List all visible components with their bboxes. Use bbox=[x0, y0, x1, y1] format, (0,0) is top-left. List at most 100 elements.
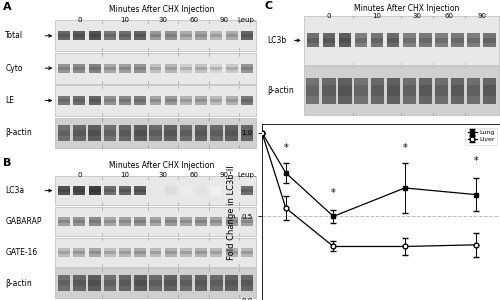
Text: C: C bbox=[264, 1, 272, 11]
Bar bbox=[56, 118, 256, 148]
Bar bbox=[74, 217, 86, 226]
Bar bbox=[58, 124, 70, 141]
Bar bbox=[210, 280, 222, 286]
Text: 60: 60 bbox=[189, 16, 198, 22]
Bar bbox=[418, 85, 432, 96]
Bar bbox=[387, 33, 400, 47]
Bar bbox=[451, 33, 464, 47]
Bar bbox=[180, 130, 192, 136]
Bar bbox=[484, 33, 496, 47]
Bar bbox=[468, 33, 480, 47]
Bar bbox=[88, 96, 101, 105]
Bar bbox=[241, 220, 253, 223]
Bar bbox=[322, 33, 335, 47]
Bar bbox=[195, 99, 207, 102]
Bar bbox=[402, 78, 416, 104]
Bar bbox=[165, 217, 176, 226]
Bar bbox=[119, 64, 131, 73]
Bar bbox=[226, 34, 237, 37]
Bar bbox=[180, 217, 192, 226]
Text: 0: 0 bbox=[77, 16, 82, 22]
Bar bbox=[210, 31, 222, 40]
Bar bbox=[74, 67, 86, 70]
Bar bbox=[226, 251, 237, 254]
Bar bbox=[88, 275, 101, 291]
Bar bbox=[195, 64, 207, 73]
Bar bbox=[468, 38, 480, 43]
Bar bbox=[241, 186, 253, 195]
Bar bbox=[73, 275, 86, 291]
Bar bbox=[150, 280, 162, 286]
Bar bbox=[119, 220, 131, 223]
Bar bbox=[104, 186, 116, 195]
Bar bbox=[119, 248, 131, 256]
Bar bbox=[195, 186, 207, 195]
Bar bbox=[164, 280, 177, 286]
Bar bbox=[165, 99, 176, 102]
Bar bbox=[119, 189, 131, 192]
Bar bbox=[104, 31, 116, 40]
Bar bbox=[210, 34, 222, 37]
Bar bbox=[134, 96, 146, 105]
Bar bbox=[74, 248, 86, 256]
Bar bbox=[56, 238, 256, 267]
Bar bbox=[210, 67, 222, 70]
Bar bbox=[58, 280, 70, 286]
Bar bbox=[195, 130, 207, 136]
Bar bbox=[150, 34, 162, 37]
Bar bbox=[210, 217, 222, 226]
Bar bbox=[386, 78, 400, 104]
Bar bbox=[164, 130, 177, 136]
Bar bbox=[241, 251, 253, 254]
Bar bbox=[467, 78, 480, 104]
Bar bbox=[165, 67, 176, 70]
Bar bbox=[180, 275, 192, 291]
Bar bbox=[74, 31, 86, 40]
Text: *: * bbox=[474, 156, 478, 166]
Bar bbox=[322, 38, 335, 43]
Bar bbox=[88, 130, 101, 136]
Bar bbox=[165, 31, 176, 40]
Bar bbox=[226, 31, 237, 40]
Bar bbox=[306, 33, 319, 47]
Bar bbox=[134, 248, 146, 256]
Text: Minutes After CHX Injection: Minutes After CHX Injection bbox=[110, 4, 214, 14]
Bar bbox=[210, 251, 222, 254]
Bar bbox=[134, 64, 146, 73]
Bar bbox=[180, 64, 192, 73]
Bar bbox=[195, 251, 207, 254]
Text: 90: 90 bbox=[220, 172, 228, 178]
Bar bbox=[180, 31, 192, 40]
Bar bbox=[195, 96, 207, 105]
Text: 90: 90 bbox=[220, 16, 228, 22]
Bar bbox=[210, 186, 222, 195]
Bar bbox=[74, 64, 86, 73]
Bar bbox=[104, 189, 116, 192]
Bar bbox=[119, 96, 131, 105]
Bar bbox=[355, 38, 368, 43]
Bar bbox=[210, 220, 222, 223]
Bar bbox=[338, 78, 351, 104]
Bar bbox=[88, 124, 101, 141]
Bar bbox=[74, 251, 86, 254]
Bar bbox=[354, 85, 368, 96]
Bar bbox=[58, 67, 70, 70]
Bar bbox=[58, 220, 70, 223]
Bar bbox=[195, 31, 207, 40]
Bar bbox=[210, 64, 222, 73]
Bar bbox=[150, 64, 162, 73]
Bar bbox=[88, 67, 101, 70]
Bar bbox=[195, 34, 207, 37]
Bar bbox=[150, 248, 162, 256]
Bar bbox=[226, 96, 237, 105]
Bar bbox=[240, 280, 253, 286]
Bar bbox=[88, 99, 101, 102]
Bar bbox=[165, 186, 176, 195]
Bar bbox=[58, 275, 70, 291]
Bar bbox=[355, 33, 368, 47]
Bar bbox=[150, 220, 162, 223]
Text: *: * bbox=[402, 143, 407, 153]
Bar bbox=[119, 275, 132, 291]
Bar bbox=[241, 64, 253, 73]
Bar bbox=[134, 217, 146, 226]
